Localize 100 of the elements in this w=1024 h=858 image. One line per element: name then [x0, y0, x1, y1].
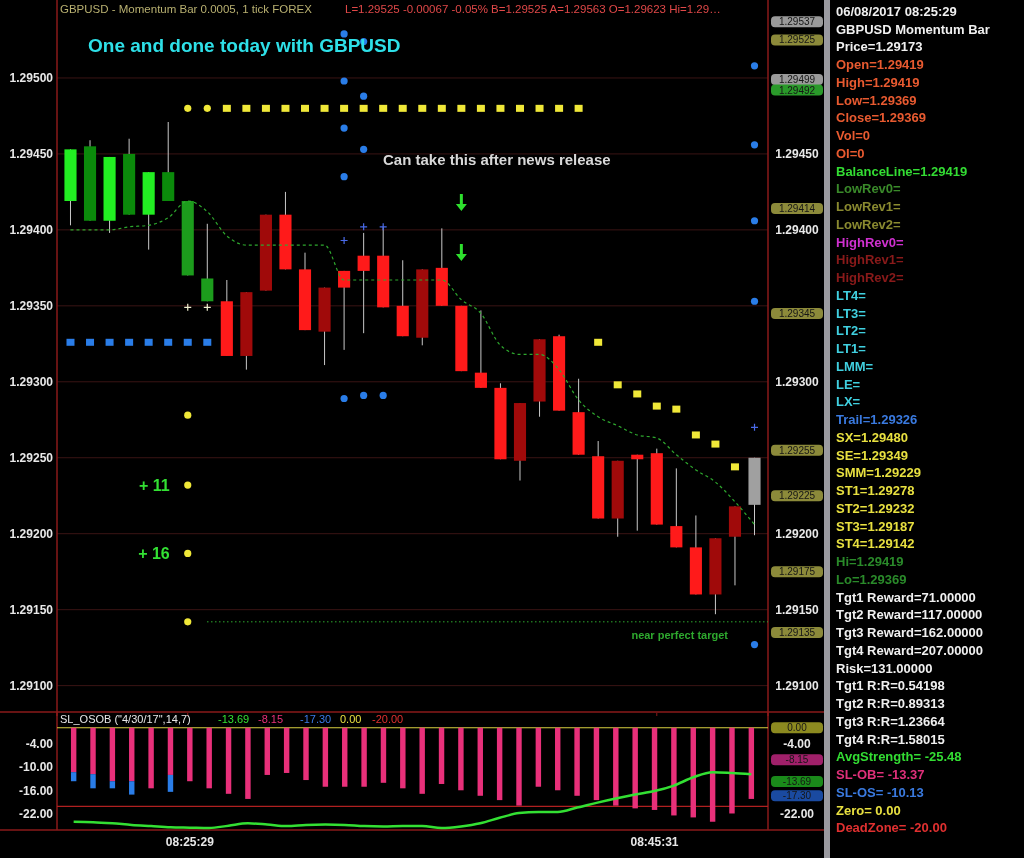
point: [750, 62, 759, 70]
bar: [477, 727, 483, 796]
text: ST4=1.29142: [836, 536, 915, 552]
point: [340, 77, 348, 85]
bar: [342, 727, 348, 787]
bar: [419, 727, 425, 794]
annotation: One and done today with GBPUSD: [88, 35, 401, 56]
text: GBPUSD Momentum Bar: [836, 21, 990, 37]
text: 06/08/2017 08:25:29: [836, 4, 957, 19]
point: [340, 30, 348, 38]
point: [281, 104, 290, 112]
point: [672, 405, 681, 413]
point: [125, 338, 134, 346]
bar: [535, 727, 542, 787]
text: LE=: [836, 376, 861, 392]
text: High=1.29419: [836, 74, 920, 90]
candlestick: [670, 467, 683, 548]
bar: [187, 727, 193, 782]
text: Hi=1.29419: [836, 554, 904, 570]
bar: [671, 727, 677, 816]
point: [750, 297, 759, 305]
y-tick-label: 1.29450: [9, 147, 54, 162]
y2-tick-label: 1.29300: [775, 374, 820, 389]
text: LT3=: [836, 305, 867, 321]
point: [457, 104, 466, 112]
candlestick: [338, 270, 351, 351]
bar: [361, 727, 367, 787]
line-series: [69, 200, 756, 526]
text: SL-OS= -10.13: [836, 784, 924, 800]
text: Tgt1 R:R=0.54198: [836, 678, 945, 694]
y2-tick-label: 1.29200: [775, 526, 820, 541]
annotation: Can take this after news release: [383, 151, 611, 168]
candlestick: [201, 223, 214, 302]
point: [164, 338, 173, 346]
text: LT1=: [836, 341, 867, 357]
bar: [167, 727, 174, 775]
annotation: -13.69: [218, 713, 250, 725]
y2-tick-label: 1.29255: [778, 444, 816, 456]
point: [379, 104, 388, 112]
point: [261, 104, 270, 112]
bar: [167, 774, 174, 792]
point: [203, 104, 211, 112]
bar: [613, 727, 619, 806]
bar: [400, 727, 406, 789]
text: Close=1.29369: [836, 110, 926, 126]
text: ST2=1.29232: [836, 500, 915, 516]
point: [359, 104, 368, 112]
y2-tick-label: 1.29450: [775, 147, 820, 162]
point: [340, 394, 348, 403]
text: Tgt4 Reward=207.00000: [836, 642, 984, 658]
text: SE=1.29349: [836, 447, 908, 463]
y2-tick-label: 1.29100: [775, 678, 820, 693]
text: Zero= 0.00: [836, 802, 901, 818]
y2-tick-label: -4.00: [783, 736, 811, 751]
point: [750, 217, 759, 225]
point: [184, 618, 192, 626]
point: [222, 104, 231, 112]
y-tick-label: 1.29400: [9, 223, 54, 238]
candlestick: [357, 232, 370, 334]
y2-tick-label: 1.29525: [778, 34, 816, 46]
bar: [496, 727, 503, 801]
bar: [458, 727, 464, 791]
bar: [70, 727, 77, 773]
point: [86, 338, 95, 346]
bar: [109, 727, 116, 782]
point: [184, 481, 192, 489]
y-tick-label: 1.29150: [9, 602, 54, 617]
point: [183, 338, 192, 346]
x-tick-label: 08:25:29: [165, 835, 215, 849]
text: DeadZone= -20.00: [836, 820, 947, 836]
bar: [555, 727, 561, 791]
bar: [748, 727, 755, 799]
y2-tick-label: 1.29492: [778, 84, 816, 96]
text: Tgt1 Reward=71.00000: [836, 589, 976, 605]
y2-tick-label: 1.29135: [778, 626, 816, 638]
text: LowRev0=: [836, 181, 902, 197]
point: [437, 104, 446, 112]
text: SL-OB= -13.37: [836, 767, 925, 783]
bar: [729, 727, 735, 814]
point: [360, 391, 368, 400]
text: Tgt2 Reward=117.00000: [836, 607, 983, 623]
annotation: -17.30: [300, 713, 332, 725]
y-tick-label: 1.29500: [9, 71, 54, 86]
y-tick-label: 1.29300: [9, 374, 54, 389]
text: Price=1.29173: [836, 39, 923, 55]
bar: [516, 727, 522, 806]
line-series: [72, 770, 753, 830]
point: [184, 411, 192, 419]
bar: [109, 781, 116, 789]
annotation: 0.00: [340, 713, 362, 725]
point: [574, 104, 583, 112]
y2-tick-label: -22.00: [779, 807, 815, 822]
point: [340, 124, 348, 132]
bar: [148, 727, 154, 789]
bar: [709, 727, 716, 822]
point: [320, 104, 329, 112]
bar: [593, 727, 600, 801]
text: OI=0: [836, 145, 865, 161]
bar: [322, 727, 329, 787]
point: [340, 104, 349, 112]
